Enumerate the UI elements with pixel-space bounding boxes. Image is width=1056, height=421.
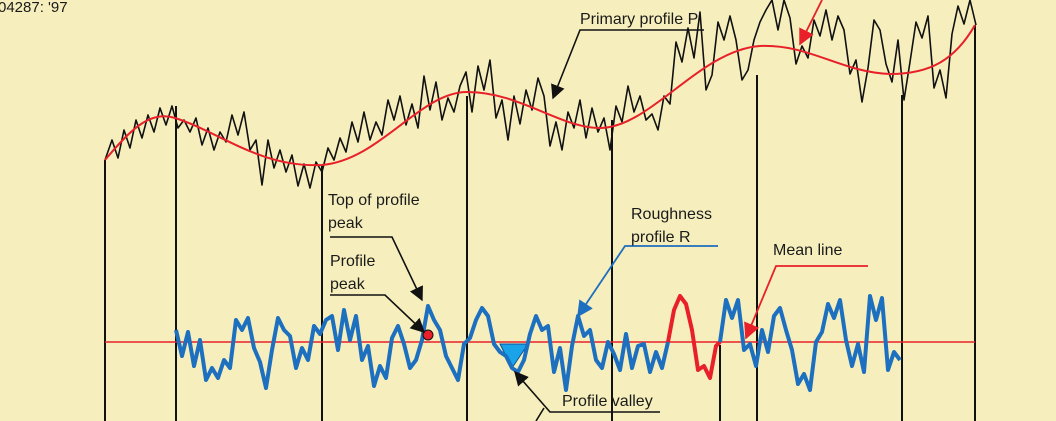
mean-line-leader xyxy=(744,265,868,340)
roughness-profile-line-continued xyxy=(718,294,902,392)
mean-line-label: Mean line xyxy=(773,242,842,259)
roughness-leader xyxy=(577,245,718,318)
primary-profile-line xyxy=(104,0,977,189)
waviness-leader xyxy=(799,0,823,46)
profile-valley-label: Profile valley xyxy=(562,393,653,410)
roughness-profile-line xyxy=(174,304,670,392)
top-of-peak-label-2: peak xyxy=(328,215,364,232)
roughness-label: Roughness xyxy=(631,206,712,223)
primary-profile-label: Primary profile P xyxy=(580,11,698,28)
profile-peak-leader xyxy=(330,294,426,333)
profile-peak-label-2: peak xyxy=(330,276,366,293)
highlight-segment-line xyxy=(666,294,722,380)
profile-peak-marker xyxy=(422,329,434,341)
primary-profile-leader xyxy=(551,29,704,100)
profile-peak-label: Profile xyxy=(330,253,375,270)
profile-valley-leader-tail xyxy=(535,407,545,421)
top-of-peak-leader xyxy=(330,236,423,302)
profile-valley-leader xyxy=(514,370,660,413)
roughness-label-2: profile R xyxy=(631,229,691,246)
waviness-profile-line xyxy=(104,24,976,167)
figure-code: 04287: '97 xyxy=(0,0,68,16)
top-of-peak-label: Top of profile xyxy=(328,192,420,209)
